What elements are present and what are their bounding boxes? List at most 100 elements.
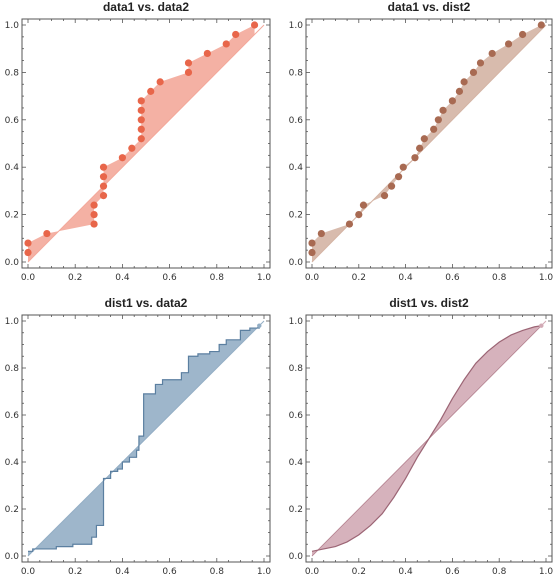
data-point: [537, 21, 545, 29]
data-point: [380, 192, 389, 200]
data-point: [504, 40, 513, 48]
y-tick-label: 0.4: [289, 458, 304, 468]
x-tick-label: 1.0: [539, 273, 554, 283]
reference-diagonal: [27, 320, 265, 557]
y-tick-label: 0.2: [5, 505, 19, 515]
data-point: [308, 248, 316, 257]
data-point: [476, 59, 485, 67]
x-tick-label: 0.8: [210, 567, 225, 577]
panel-title: data1 vs. dist2: [388, 0, 471, 14]
data-point: [90, 220, 98, 228]
y-tick-label: 0.0: [5, 258, 20, 268]
data-point: [469, 68, 478, 76]
data-point: [420, 135, 428, 143]
data-point: [184, 68, 193, 76]
y-tick-label: 0.0: [5, 552, 20, 562]
data-point: [439, 106, 447, 114]
endpoint-marker: [257, 323, 262, 328]
data-point: [137, 135, 145, 143]
chart-panel-4: dist1 vs. dist2 0.00.0 0.2 0.2 0.4 0.4 0.6 0.6 0…: [289, 296, 554, 577]
data-point: [99, 163, 108, 171]
panel-title: dist1 vs. data2: [105, 296, 188, 310]
x-tick-label: 0.6: [162, 273, 177, 283]
series-line: [28, 325, 260, 552]
data-point: [99, 192, 108, 200]
panel-title: data1 vs. data2: [103, 0, 189, 14]
data-point: [399, 163, 407, 171]
data-point: [147, 87, 155, 95]
data-point: [488, 49, 496, 58]
data-point: [90, 211, 98, 219]
data-point: [455, 87, 464, 95]
data-point: [90, 201, 98, 209]
y-tick-label: 1.0: [5, 21, 20, 31]
y-tick-label: 0.2: [5, 211, 19, 221]
x-tick-label: 0.4: [398, 273, 413, 283]
y-tick-label: 0.6: [5, 411, 20, 421]
data-point: [184, 59, 193, 67]
x-tick-label: 0.2: [68, 273, 82, 283]
x-tick-label: 0.6: [445, 273, 460, 283]
data-point: [387, 182, 396, 190]
endpoint-marker: [539, 323, 544, 328]
data-point: [43, 229, 51, 238]
x-tick-label: 0.0: [21, 273, 36, 283]
y-tick-label: 0.0: [289, 258, 304, 268]
data-point: [222, 40, 230, 48]
data-point: [308, 239, 316, 247]
data-point: [24, 239, 32, 247]
data-point: [411, 154, 419, 162]
x-tick-label: 0.0: [305, 273, 320, 283]
data-point: [448, 97, 456, 105]
y-tick-label: 0.6: [289, 411, 304, 421]
data-point: [232, 30, 240, 39]
panel-title: dist1 vs. dist2: [389, 296, 469, 310]
x-tick-label: 0.4: [115, 273, 130, 283]
data-point: [118, 154, 126, 162]
x-tick-label: 0.8: [492, 567, 507, 577]
x-tick-label: 0.6: [445, 567, 460, 577]
data-point: [156, 78, 164, 86]
data-point: [99, 173, 108, 181]
difference-area: [28, 25, 255, 262]
chart-panel-2: data1 vs. dist2 0.00.0 0.2 0.2 0.4 0.4 0.6 0.6 0…: [289, 0, 554, 283]
data-point: [203, 49, 211, 58]
y-tick-label: 0.8: [5, 68, 20, 78]
y-tick-label: 1.0: [289, 21, 304, 31]
y-tick-label: 0.4: [5, 458, 20, 468]
x-tick-label: 1.0: [257, 273, 272, 283]
difference-area: [312, 25, 542, 262]
data-point: [430, 125, 438, 133]
x-tick-label: 0.0: [305, 567, 320, 577]
data-point: [250, 21, 259, 29]
reference-diagonal: [27, 24, 265, 263]
y-tick-label: 0.8: [5, 364, 20, 374]
x-tick-label: 0.2: [68, 567, 82, 577]
data-point: [355, 211, 363, 219]
data-point: [137, 106, 145, 114]
data-point: [519, 30, 527, 39]
x-tick-label: 0.8: [210, 273, 225, 283]
data-point: [128, 144, 136, 152]
data-point: [460, 78, 468, 86]
y-tick-label: 1.0: [289, 317, 304, 327]
chart-panel-3: dist1 vs. data2 0.00.0 0.2 0.2 0.4 0.4 0.6 0.6 0…: [5, 296, 272, 577]
x-tick-label: 1.0: [539, 567, 554, 577]
x-tick-label: 0.0: [21, 567, 36, 577]
x-tick-label: 0.2: [352, 567, 366, 577]
chart-panel-1: data1 vs. data2 0.00.0 0.2 0.2 0.4 0.4 0.6 0.6 0…: [5, 0, 272, 283]
data-point: [317, 229, 325, 238]
data-point: [137, 125, 145, 133]
y-tick-label: 0.6: [5, 116, 20, 126]
data-point: [416, 144, 424, 152]
data-point: [137, 116, 145, 124]
x-tick-label: 0.4: [115, 567, 130, 577]
data-point: [24, 248, 32, 257]
y-tick-label: 0.8: [289, 68, 304, 78]
y-tick-label: 0.2: [289, 505, 303, 515]
y-tick-label: 0.2: [289, 211, 303, 221]
x-tick-label: 0.6: [162, 567, 177, 577]
x-tick-label: 0.2: [352, 273, 366, 283]
data-point: [99, 182, 108, 190]
y-tick-label: 1.0: [5, 317, 20, 327]
